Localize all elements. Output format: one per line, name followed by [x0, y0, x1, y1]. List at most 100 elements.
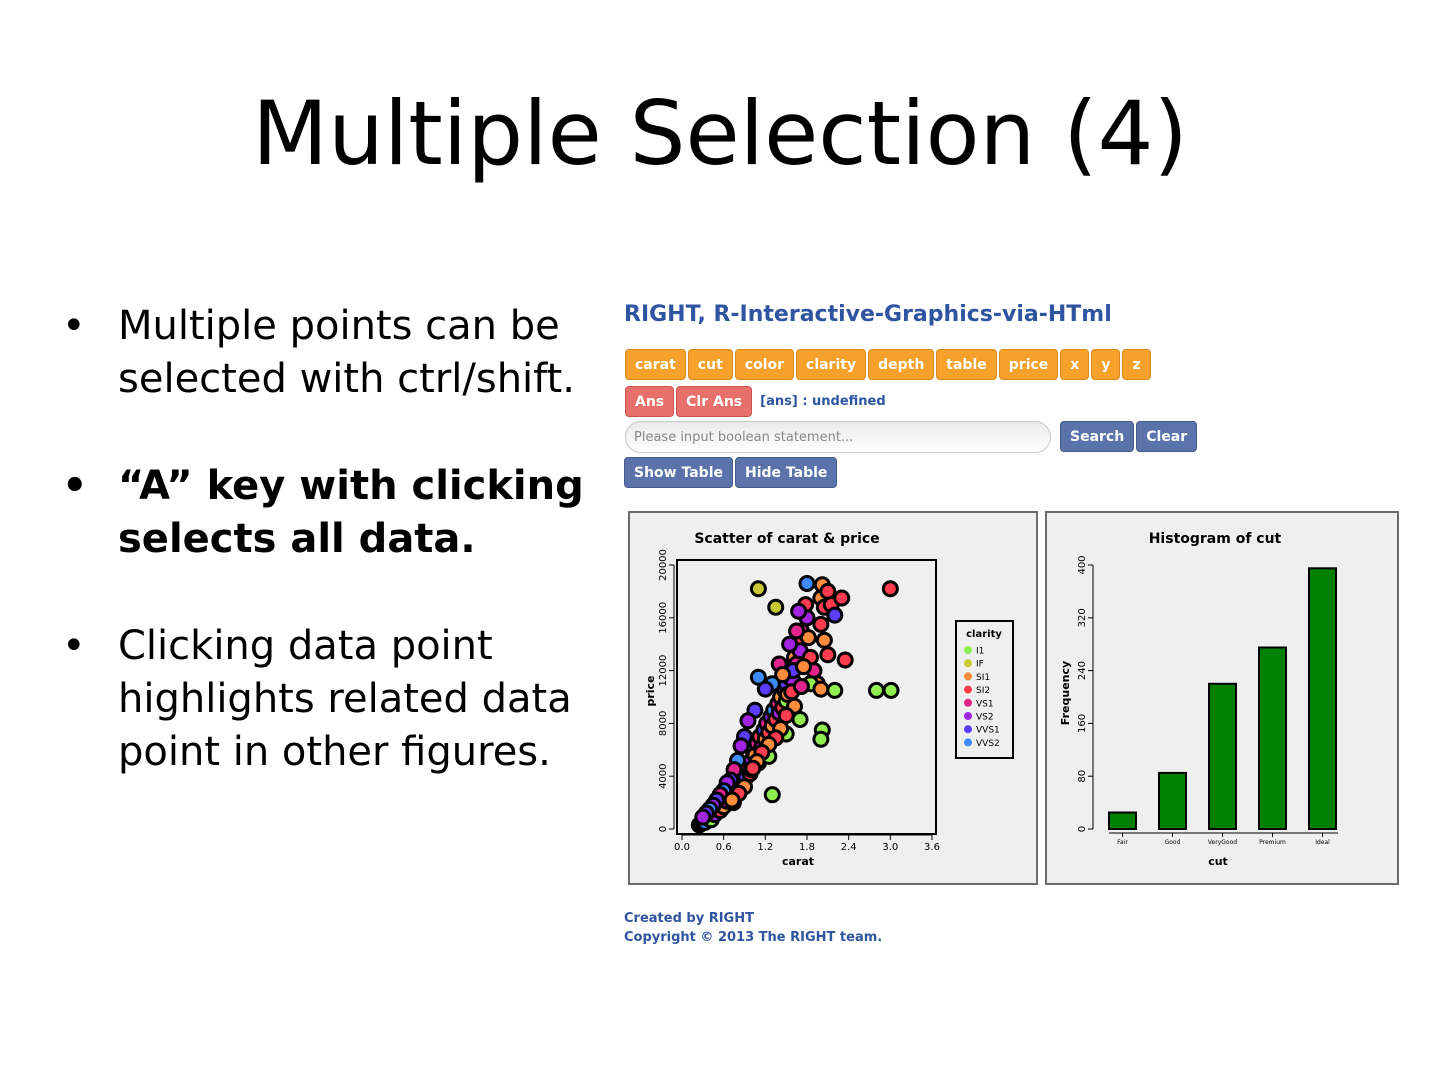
data-point[interactable]	[749, 580, 767, 598]
plot-frame	[676, 559, 937, 835]
bullet-text: Multiple points can be selected with ctr…	[118, 303, 575, 402]
clr-ans-button[interactable]: Clr Ans	[676, 386, 753, 417]
x-axis-label: carat	[782, 855, 814, 868]
histogram-chart[interactable]: Histogram of cut cut Frequency 0 80 160 240…	[1047, 513, 1397, 883]
variable-button-x[interactable]: x	[1060, 349, 1090, 380]
data-point[interactable]	[819, 646, 837, 664]
variable-button-clarity[interactable]: clarity	[796, 349, 867, 380]
y-tick-label: 0	[1077, 826, 1088, 832]
bullet-marker: •	[62, 463, 88, 509]
legend-label: VS1	[976, 699, 994, 709]
data-point[interactable]	[790, 602, 808, 620]
histogram-bar[interactable]	[1158, 771, 1187, 830]
search-button-row: Search Clear	[1060, 421, 1198, 452]
y-tick-label: 8000	[658, 711, 669, 736]
data-point[interactable]	[744, 759, 762, 777]
y-tick-label: 16000	[658, 602, 669, 634]
search-button[interactable]: Search	[1060, 421, 1135, 452]
variable-button-depth[interactable]: depth	[868, 349, 935, 380]
ans-button[interactable]: Ans	[625, 386, 675, 417]
data-point[interactable]	[882, 681, 900, 699]
show-table-button[interactable]: Show Table	[624, 457, 733, 488]
y-tick-label: 80	[1077, 770, 1088, 783]
legend-label: VVS2	[976, 739, 1000, 749]
x-tick-label: 2.4	[841, 842, 857, 853]
legend-box	[955, 620, 1014, 759]
data-point[interactable]	[749, 668, 767, 686]
x-tick-label: VeryGood	[1208, 839, 1237, 846]
legend-swatch	[964, 646, 972, 654]
slide-title: Multiple Selection (4)	[252, 82, 1188, 185]
histogram-panel: Histogram of cut cut Frequency 0 80 160 240…	[1045, 511, 1399, 885]
variable-button-table[interactable]: table	[936, 349, 997, 380]
footer-created-by: Created by RIGHT	[624, 911, 754, 926]
data-point[interactable]	[739, 712, 757, 730]
histogram-bar[interactable]	[1208, 682, 1237, 830]
data-point[interactable]	[815, 631, 833, 649]
legend-swatch	[964, 738, 972, 747]
legend-label: I1	[976, 647, 984, 657]
bullet-list: • Multiple points can be selected with c…	[60, 300, 600, 833]
legend-label: VS2	[976, 713, 994, 723]
legend-label: VVS1	[976, 726, 1000, 736]
y-tick-label: 0	[658, 826, 669, 832]
data-point[interactable]	[867, 681, 885, 699]
legend-swatch	[964, 725, 972, 734]
scatter-chart[interactable]: Scatter of carat & price carat price 0.0…	[630, 513, 1036, 883]
x-tick-label: 1.2	[757, 842, 773, 853]
search-input[interactable]	[625, 421, 1051, 453]
chart-title: Scatter of carat & price	[694, 531, 879, 547]
bullet-text: “A” key with clicking selects all data.	[118, 463, 584, 562]
data-point[interactable]	[763, 786, 781, 804]
variable-button-carat[interactable]: carat	[625, 349, 686, 380]
x-axis-label: cut	[1208, 855, 1228, 868]
bullet-item: • Clicking data point highlights related…	[60, 620, 600, 779]
data-point[interactable]	[826, 606, 844, 624]
hide-table-button[interactable]: Hide Table	[734, 457, 838, 488]
y-tick-label: 400	[1077, 555, 1088, 574]
data-point[interactable]	[774, 666, 792, 684]
bullet-marker: •	[62, 623, 86, 669]
y-axis-label: Frequency	[1059, 661, 1072, 725]
histogram-bar[interactable]	[1308, 567, 1337, 831]
legend-swatch	[964, 659, 972, 668]
x-tick-label: 0.6	[716, 842, 732, 853]
variable-button-color[interactable]: color	[734, 349, 795, 380]
legend-label: SI1	[976, 673, 990, 683]
data-point[interactable]	[767, 598, 785, 616]
data-point[interactable]	[826, 681, 844, 699]
x-tick-label: 3.6	[924, 842, 940, 853]
y-tick-label: 4000	[658, 763, 669, 788]
x-tick-label: Fair	[1117, 839, 1128, 846]
data-point[interactable]	[788, 622, 806, 640]
data-point[interactable]	[812, 615, 830, 633]
legend-label: SI2	[976, 686, 990, 696]
variable-button-cut[interactable]: cut	[687, 349, 733, 380]
data-point[interactable]	[792, 677, 810, 695]
data-point[interactable]	[812, 730, 830, 748]
clear-button[interactable]: Clear	[1136, 421, 1198, 452]
data-point[interactable]	[798, 574, 816, 592]
legend-swatch	[964, 685, 972, 694]
bullet-text: Clicking data point highlights related d…	[118, 623, 572, 775]
data-point[interactable]	[881, 580, 899, 598]
variable-button-z[interactable]: z	[1122, 349, 1151, 380]
data-point[interactable]	[723, 791, 741, 809]
x-tick-label: 1.8	[799, 842, 815, 853]
legend-swatch	[964, 698, 972, 707]
variable-button-y[interactable]: y	[1091, 349, 1121, 380]
y-tick-label: 12000	[658, 655, 669, 687]
data-point[interactable]	[833, 589, 851, 607]
bullet-item: • Multiple points can be selected with c…	[60, 300, 600, 406]
data-point[interactable]	[694, 808, 712, 826]
histogram-bar[interactable]	[1108, 811, 1137, 830]
variable-button-price[interactable]: price	[998, 349, 1059, 380]
histogram-bar[interactable]	[1258, 646, 1287, 830]
data-point[interactable]	[732, 737, 750, 755]
app-title: RIGHT, R-Interactive-Graphics-via-HTml	[624, 302, 1112, 327]
ans-status-text: [ans] : undefined	[760, 394, 886, 409]
data-point[interactable]	[781, 635, 799, 653]
data-point[interactable]	[836, 651, 854, 669]
data-point[interactable]	[795, 658, 813, 676]
data-point[interactable]	[812, 680, 830, 698]
